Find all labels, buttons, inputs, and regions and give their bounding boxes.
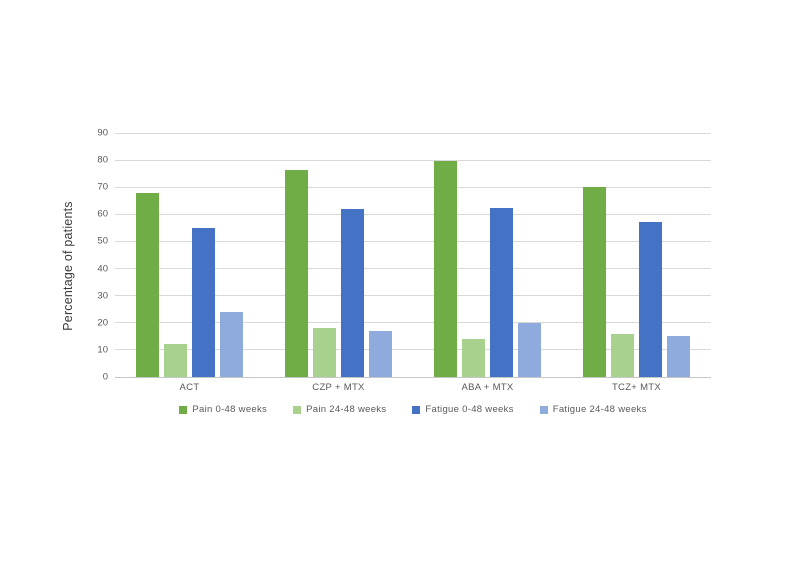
bar-fatigue-0-48-weeks-czp-mtx [341, 208, 364, 377]
bar-pain-0-48-weeks-aba-mtx [434, 161, 457, 377]
y-tick-label: 80 [97, 154, 108, 166]
legend-swatch-icon [293, 405, 302, 414]
bar-pain-0-48-weeks-act [136, 192, 159, 377]
bar-pain-0-48-weeks-tcz-mtx [583, 187, 606, 377]
bar-fatigue-24-48-weeks-tcz-mtx [667, 336, 690, 377]
x-axis-labels: ACT CZP + MTX ABA + MTX TCZ+ MTX [115, 382, 711, 396]
gridline [115, 240, 711, 242]
y-tick-label: 60 [97, 208, 108, 220]
plot-area [115, 132, 711, 378]
x-axis-line [115, 376, 711, 378]
bar-fatigue-24-48-weeks-act [220, 311, 243, 377]
x-category-label-tcz-mtx: TCZ+ MTX [611, 382, 662, 393]
bar-pain-24-48-weeks-act [164, 344, 187, 377]
gridline [115, 295, 711, 297]
bar-fatigue-24-48-weeks-aba-mtx [518, 322, 541, 377]
y-tick-label: 40 [97, 263, 108, 275]
gridline [115, 186, 711, 188]
legend-swatch-icon [412, 405, 421, 414]
legend-item-fatigue-24-48-weeks: Fatigue 24-48 weeks [539, 404, 647, 415]
x-category-label-aba-mtx: ABA + MTX [461, 382, 514, 393]
legend-item-fatigue-0-48-weeks: Fatigue 0-48 weeks [412, 404, 513, 415]
y-axis-title: Percentage of patients [61, 201, 75, 331]
y-tick-label: 10 [97, 344, 108, 356]
legend-label: Pain 0-48 weeks [192, 404, 268, 415]
bar-pain-24-48-weeks-aba-mtx [462, 339, 485, 377]
gridline [115, 213, 711, 215]
y-tick-label: 20 [97, 317, 108, 329]
y-axis-ticks: 0 10 20 30 40 50 60 70 80 90 [80, 128, 108, 383]
legend-item-pain-24-48-weeks: Pain 24-48 weeks [293, 404, 386, 415]
bar-fatigue-0-48-weeks-act [192, 227, 215, 377]
bar-pain-24-48-weeks-czp-mtx [313, 328, 336, 377]
gridline [115, 322, 711, 324]
y-tick-label: 50 [97, 235, 108, 247]
legend-swatch-icon [179, 405, 188, 414]
y-tick-label: 90 [97, 127, 108, 139]
y-tick-label: 70 [97, 181, 108, 193]
legend-label: Fatigue 0-48 weeks [425, 404, 514, 415]
legend: Pain 0-48 weeks Pain 24-48 weeks Fatigue 0… [115, 404, 711, 415]
bar-pain-0-48-weeks-czp-mtx [285, 169, 308, 377]
legend-label: Fatigue 24-48 weeks [552, 404, 647, 415]
y-tick-label: 30 [97, 290, 108, 302]
gridline [115, 349, 711, 351]
legend-swatch-icon [539, 405, 548, 414]
legend-label: Pain 24-48 weeks [306, 404, 387, 415]
x-category-label-act: ACT [179, 382, 200, 393]
bar-fatigue-24-48-weeks-czp-mtx [369, 330, 392, 377]
legend-item-pain-0-48-weeks: Pain 0-48 weeks [179, 404, 267, 415]
bar-pain-24-48-weeks-tcz-mtx [611, 333, 634, 377]
x-category-label-czp-mtx: CZP + MTX [312, 382, 365, 393]
gridline [115, 159, 711, 161]
bar-fatigue-0-48-weeks-aba-mtx [490, 207, 513, 377]
bar-fatigue-0-48-weeks-tcz-mtx [639, 222, 662, 377]
gridline [115, 132, 711, 134]
gridline [115, 268, 711, 270]
y-tick-label: 0 [102, 371, 108, 383]
